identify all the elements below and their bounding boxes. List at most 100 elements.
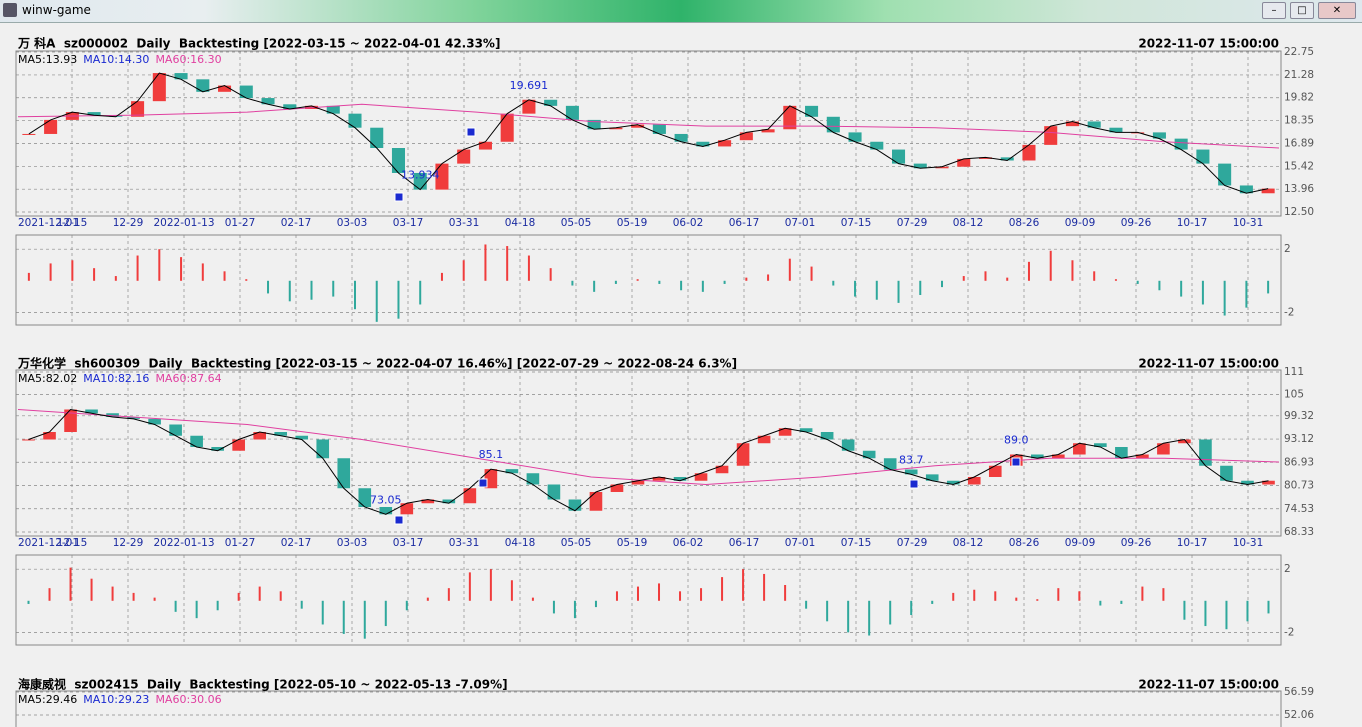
indicator-bar (826, 600, 829, 622)
candle (478, 141, 492, 150)
candle (152, 73, 166, 102)
candle (463, 488, 477, 504)
sell-marker (466, 127, 476, 137)
price-panel (15, 50, 1282, 217)
candle (565, 105, 579, 120)
y-tick-label: 86.93 (1284, 456, 1314, 468)
x-tick-label: 10-31 (1233, 217, 1264, 229)
candle (609, 127, 623, 130)
candle (435, 163, 449, 190)
indicator-bar (868, 600, 871, 636)
candle (1052, 454, 1065, 459)
x-tick-label: 05-19 (617, 217, 648, 229)
y-tick-label: 111 (1284, 366, 1304, 378)
candle (211, 446, 224, 451)
close-line (28, 408, 1269, 515)
x-tick-label: 04-18 (505, 537, 536, 549)
y-tick-label: 21.28 (1284, 69, 1314, 81)
indicator-bar (93, 268, 96, 281)
x-tick-label: 03-03 (337, 537, 368, 549)
indicator-bar (1027, 261, 1030, 281)
candle (379, 506, 393, 515)
indicator-bar (310, 280, 313, 300)
candle (1031, 454, 1044, 459)
indicator-bar (805, 600, 808, 609)
indicator-bar (216, 600, 219, 611)
x-tick-label: 06-17 (729, 217, 760, 229)
buy-marker (394, 515, 404, 525)
x-tick-label: 07-29 (897, 537, 928, 549)
candle (913, 163, 927, 169)
indicator-bar (919, 280, 922, 295)
close-button[interactable]: ✕ (1318, 2, 1356, 19)
indicator-panel (15, 234, 1282, 326)
candle (988, 465, 1002, 477)
indicator-bar (571, 280, 574, 286)
indicator-bar (984, 271, 987, 281)
candle (862, 450, 876, 459)
indicator-bar (897, 280, 900, 303)
candle (1136, 454, 1149, 459)
y-tick-label: 74.53 (1284, 503, 1314, 515)
candle (946, 480, 960, 485)
candle (484, 469, 498, 489)
x-tick-label: 12-29 (113, 537, 144, 549)
indicator-bar (158, 249, 161, 281)
y-tick-label: 56.59 (1284, 686, 1314, 698)
indicator-bar (1078, 591, 1081, 601)
candle (43, 431, 56, 440)
candle (568, 499, 582, 511)
indicator-bar (245, 279, 248, 281)
indicator-bar (701, 280, 704, 292)
indicator-bar (114, 276, 117, 281)
candle (253, 431, 266, 440)
indicator-bar (1201, 280, 1204, 305)
indicator-bar (1114, 279, 1117, 281)
indicator-bar (573, 600, 576, 619)
title-bar: winw-game – □ ✕ (0, 0, 1362, 23)
minimize-button[interactable]: – (1262, 2, 1286, 19)
candle (295, 435, 309, 440)
indicator-bar (332, 280, 335, 297)
indicator-bar (1036, 599, 1039, 601)
x-tick-label: 10-31 (1233, 537, 1264, 549)
indicator-bar (1246, 600, 1249, 622)
x-tick-label: 02-17 (281, 217, 312, 229)
ma-label: MA60:87.64 (155, 372, 221, 385)
indicator-bar (288, 280, 291, 302)
indicator-bar (111, 586, 114, 601)
x-tick-label: 07-15 (841, 217, 872, 229)
candle (1065, 121, 1079, 127)
indicator-bar (1245, 280, 1248, 308)
candle (870, 141, 884, 150)
indicator-bar (614, 280, 617, 284)
indicator-bar (910, 600, 913, 615)
indicator-bar (397, 280, 400, 319)
indicator-bar (1141, 586, 1144, 601)
x-tick-label: 05-05 (561, 217, 592, 229)
candle (85, 409, 98, 414)
indicator-bar (615, 591, 618, 601)
buy-marker (909, 479, 919, 489)
x-tick-label: 08-12 (953, 217, 984, 229)
x-tick-label: 04-18 (505, 217, 536, 229)
candle (696, 141, 710, 147)
x-tick-label: 03-17 (393, 537, 424, 549)
candle (610, 484, 624, 492)
maximize-button[interactable]: □ (1290, 2, 1314, 19)
y-tick-label: 22.75 (1284, 46, 1314, 58)
candle (505, 469, 519, 474)
x-tick-label: 10-17 (1177, 537, 1208, 549)
x-tick-label: 05-19 (617, 537, 648, 549)
indicator-bar (549, 268, 552, 281)
indicator-bar (1099, 600, 1102, 606)
indicator-bar (462, 260, 465, 281)
indicator-bar (636, 586, 639, 601)
buy-marker (394, 192, 404, 202)
indicator-bar (506, 246, 509, 281)
ma60-line (17, 103, 1280, 149)
y-tick-label: 16.89 (1284, 137, 1314, 149)
candle (589, 491, 603, 511)
x-tick-label: 12-15 (57, 537, 88, 549)
indicator-bar (1267, 280, 1270, 294)
